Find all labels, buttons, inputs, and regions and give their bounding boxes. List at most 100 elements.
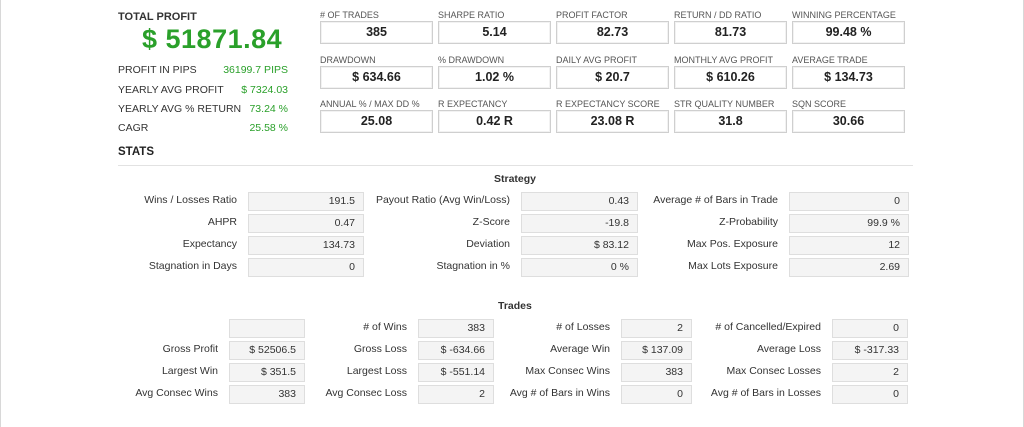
- metric-label: AVERAGE TRADE: [792, 55, 868, 65]
- trades-stat-value: 0: [621, 385, 692, 404]
- trades-stat-label: # of Cancelled/Expired: [715, 321, 821, 333]
- metric-label: DRAWDOWN: [320, 55, 376, 65]
- trades-stat-value: $ 351.5: [229, 363, 305, 382]
- left-stat-value: $ 7324.03: [241, 84, 288, 96]
- stats-divider: [118, 165, 913, 166]
- metric-value: 30.66: [792, 110, 905, 133]
- strategy-stat-value: 99.9 %: [789, 214, 909, 233]
- left-stat-value: 36199.7 PIPS: [223, 64, 288, 76]
- strategy-stat-value: 0: [248, 258, 364, 277]
- metric-label: R EXPECTANCY: [438, 99, 508, 109]
- strategy-stat-label: Z-Probability: [719, 216, 778, 228]
- metric-label: DAILY AVG PROFIT: [556, 55, 638, 65]
- metric-value: $ 634.66: [320, 66, 433, 89]
- left-stat-label: PROFIT IN PIPS: [118, 64, 197, 76]
- trades-stat-label: Largest Win: [161, 365, 218, 377]
- strategy-stat-label: Wins / Losses Ratio: [144, 194, 237, 206]
- metric-label: PROFIT FACTOR: [556, 10, 628, 20]
- metric-label: R EXPECTANCY SCORE: [556, 99, 660, 109]
- trades-stat-value: 383: [418, 319, 494, 338]
- trades-stat-label: # of Wins: [363, 321, 407, 333]
- trades-stat-value: 383: [229, 385, 305, 404]
- strategy-stat-value: $ 83.12: [521, 236, 638, 255]
- trades-stat-label: Max Consec Losses: [726, 365, 821, 377]
- left-stat-label: YEARLY AVG % RETURN: [118, 103, 242, 115]
- left-stat-value: 25.58 %: [249, 122, 288, 134]
- metric-value: 23.08 R: [556, 110, 669, 133]
- trades-stat-label: Max Consec Wins: [525, 365, 610, 377]
- metric-value: 385: [320, 21, 433, 44]
- strategy-stat-value: -19.8: [521, 214, 638, 233]
- trades-stat-label: Average Win: [550, 343, 610, 355]
- trades-stat-value: 2: [418, 385, 494, 404]
- metric-label: % DRAWDOWN: [438, 55, 505, 65]
- left-stat-label: YEARLY AVG PROFIT: [118, 84, 224, 96]
- strategy-stat-label: Max Pos. Exposure: [686, 238, 778, 250]
- strategy-stat-label: Expectancy: [182, 238, 237, 250]
- trades-stat-value: 0: [832, 319, 908, 338]
- trades-stat-value: 2: [832, 363, 908, 382]
- metric-value: 25.08: [320, 110, 433, 133]
- trades-stat-label: Largest Loss: [346, 365, 407, 377]
- metric-value: 99.48 %: [792, 21, 905, 44]
- strategy-stat-value: 0 %: [521, 258, 638, 277]
- strategy-stat-label: Average # of Bars in Trade: [653, 194, 778, 206]
- metric-value: $ 134.73: [792, 66, 905, 89]
- metric-label: # OF TRADES: [320, 10, 379, 20]
- stats-heading: STATS: [118, 146, 154, 158]
- metric-value: 81.73: [674, 21, 787, 44]
- strategy-stat-value: 12: [789, 236, 909, 255]
- total-profit-value: $ 51871.84: [142, 24, 283, 54]
- trades-stat-label: Gross Profit: [162, 343, 218, 355]
- strategy-stat-label: Stagnation in Days: [148, 260, 237, 272]
- metric-value: 82.73: [556, 21, 669, 44]
- trades-stat-value: $ -551.14: [418, 363, 494, 382]
- strategy-stat-value: 0.47: [248, 214, 364, 233]
- left-stat-label: CAGR: [118, 122, 149, 134]
- strategy-section-title: Strategy: [494, 173, 537, 185]
- left-stat-row: PROFIT IN PIPS 36199.7 PIPS: [118, 64, 288, 76]
- left-stat-row: YEARLY AVG PROFIT $ 7324.03: [118, 84, 288, 96]
- trades-stat-value: 2: [621, 319, 692, 338]
- metric-label: RETURN / DD RATIO: [674, 10, 762, 20]
- metric-label: STR QUALITY NUMBER: [674, 99, 775, 109]
- trades-stat-value: 0: [832, 385, 908, 404]
- metric-value: 5.14: [438, 21, 551, 44]
- strategy-stat-label: Z-Score: [472, 216, 510, 228]
- strategy-stat-label: Payout Ratio (Avg Win/Loss): [375, 194, 510, 206]
- metric-label: ANNUAL % / MAX DD %: [320, 99, 420, 109]
- strategy-stat-label: Stagnation in %: [436, 260, 510, 272]
- trades-stat-label: Avg Consec Loss: [325, 387, 407, 399]
- strategy-stat-label: Max Lots Exposure: [688, 260, 778, 272]
- metric-value: 0.42 R: [438, 110, 551, 133]
- strategy-stat-value: 191.5: [248, 192, 364, 211]
- metric-value: 1.02 %: [438, 66, 551, 89]
- metric-label: WINNING PERCENTAGE: [792, 10, 896, 20]
- strategy-stat-label: AHPR: [207, 216, 237, 228]
- strategy-stat-value: 0.43: [521, 192, 638, 211]
- trades-section-title: Trades: [498, 300, 532, 312]
- trades-stat-label: Avg # of Bars in Wins: [509, 387, 610, 399]
- left-stat-row: CAGR 25.58 %: [118, 122, 288, 134]
- metric-label: MONTHLY AVG PROFIT: [674, 55, 774, 65]
- trades-stat-value: $ -317.33: [832, 341, 908, 360]
- left-stat-row: YEARLY AVG % RETURN 73.24 %: [118, 103, 288, 115]
- trades-stat-label: Gross Loss: [353, 343, 407, 355]
- strategy-stat-label: Deviation: [466, 238, 510, 250]
- trades-stat-value: 383: [621, 363, 692, 382]
- metric-value: $ 20.7: [556, 66, 669, 89]
- trades-stat-label: Average Loss: [756, 343, 821, 355]
- metric-label: SQN SCORE: [792, 99, 847, 109]
- metric-label: SHARPE RATIO: [438, 10, 505, 20]
- strategy-stat-value: 134.73: [248, 236, 364, 255]
- left-stat-value: 73.24 %: [249, 103, 288, 115]
- strategy-stat-value: 2.69: [789, 258, 909, 277]
- trades-stat-value: $ 52506.5: [229, 341, 305, 360]
- metric-value: 31.8: [674, 110, 787, 133]
- trades-stat-label: Avg Consec Wins: [135, 387, 218, 399]
- trades-stat-value: $ 137.09: [621, 341, 692, 360]
- trades-stat-label: Avg # of Bars in Losses: [710, 387, 821, 399]
- total-profit-label: TOTAL PROFIT: [118, 11, 197, 23]
- trades-stat-value: [229, 319, 305, 338]
- strategy-stat-value: 0: [789, 192, 909, 211]
